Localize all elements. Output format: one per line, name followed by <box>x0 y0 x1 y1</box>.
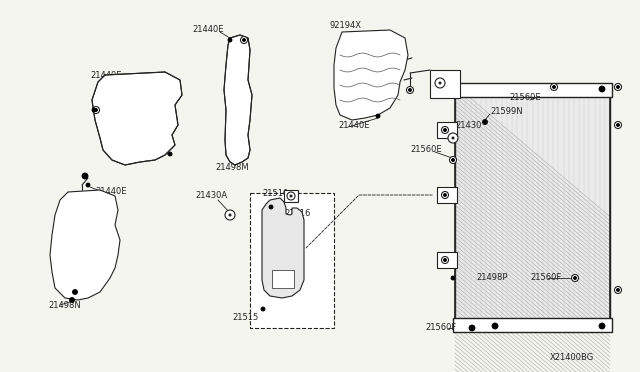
Circle shape <box>241 36 248 44</box>
Bar <box>437 187 457 203</box>
Bar <box>453 83 612 97</box>
Polygon shape <box>334 30 408 120</box>
Circle shape <box>442 257 449 263</box>
Text: 21498M: 21498M <box>215 164 248 173</box>
Circle shape <box>492 323 498 329</box>
Bar <box>455 95 610 320</box>
Circle shape <box>406 87 413 93</box>
Bar <box>453 318 612 332</box>
Text: 21430: 21430 <box>455 121 481 129</box>
Circle shape <box>95 109 97 112</box>
Circle shape <box>93 106 99 113</box>
Circle shape <box>92 108 96 112</box>
Circle shape <box>70 298 74 302</box>
Circle shape <box>287 192 295 200</box>
Bar <box>272 270 294 288</box>
Circle shape <box>448 133 458 143</box>
Circle shape <box>451 137 454 140</box>
Circle shape <box>449 157 456 164</box>
Circle shape <box>408 89 412 92</box>
Circle shape <box>451 276 455 280</box>
Circle shape <box>168 152 172 156</box>
Circle shape <box>573 276 577 279</box>
Circle shape <box>444 259 447 262</box>
Circle shape <box>614 286 621 294</box>
Circle shape <box>269 205 273 209</box>
Text: 21599N: 21599N <box>490 108 523 116</box>
Circle shape <box>572 275 579 282</box>
Circle shape <box>438 81 442 84</box>
Circle shape <box>444 193 447 196</box>
Text: 21440E: 21440E <box>95 187 127 196</box>
Bar <box>430 70 460 98</box>
Bar <box>437 122 457 138</box>
Circle shape <box>614 122 621 128</box>
Text: 21498P: 21498P <box>476 273 508 282</box>
Text: 21560E: 21560E <box>509 93 541 103</box>
Bar <box>455 95 610 320</box>
Circle shape <box>72 289 77 295</box>
Circle shape <box>451 158 454 161</box>
Text: 92194X: 92194X <box>330 22 362 31</box>
Circle shape <box>82 173 88 179</box>
Bar <box>284 190 298 202</box>
Text: X21400BG: X21400BG <box>550 353 595 362</box>
Text: 21515: 21515 <box>232 314 259 323</box>
Text: 21510: 21510 <box>262 189 288 199</box>
Circle shape <box>614 83 621 90</box>
Circle shape <box>616 86 620 89</box>
Circle shape <box>599 86 605 92</box>
Circle shape <box>469 325 475 331</box>
Circle shape <box>243 38 246 42</box>
Circle shape <box>289 195 292 198</box>
Text: 21430A: 21430A <box>195 192 227 201</box>
Circle shape <box>225 210 235 220</box>
Circle shape <box>376 114 380 118</box>
Polygon shape <box>224 35 252 165</box>
Text: 21440E: 21440E <box>338 121 369 129</box>
Circle shape <box>442 192 449 199</box>
Text: 21560F: 21560F <box>425 324 456 333</box>
Circle shape <box>550 83 557 90</box>
Circle shape <box>435 78 445 88</box>
Circle shape <box>86 183 90 187</box>
Circle shape <box>552 86 556 89</box>
Polygon shape <box>262 198 304 298</box>
Text: 21498Q: 21498Q <box>115 83 148 93</box>
Circle shape <box>228 38 232 42</box>
Text: 21560F: 21560F <box>530 273 561 282</box>
Text: 21498N: 21498N <box>48 301 81 310</box>
Circle shape <box>483 119 488 125</box>
Polygon shape <box>92 72 182 165</box>
Circle shape <box>599 323 605 329</box>
Bar <box>437 252 457 268</box>
Text: 21440E: 21440E <box>90 71 122 80</box>
Circle shape <box>444 128 447 131</box>
Bar <box>250 193 334 328</box>
Circle shape <box>616 289 620 292</box>
Text: 21440E: 21440E <box>192 26 223 35</box>
Polygon shape <box>50 190 120 300</box>
Text: 21516: 21516 <box>284 208 310 218</box>
Circle shape <box>442 126 449 134</box>
Circle shape <box>261 307 265 311</box>
Text: 21560E: 21560E <box>410 145 442 154</box>
Circle shape <box>228 214 232 217</box>
Circle shape <box>616 124 620 126</box>
